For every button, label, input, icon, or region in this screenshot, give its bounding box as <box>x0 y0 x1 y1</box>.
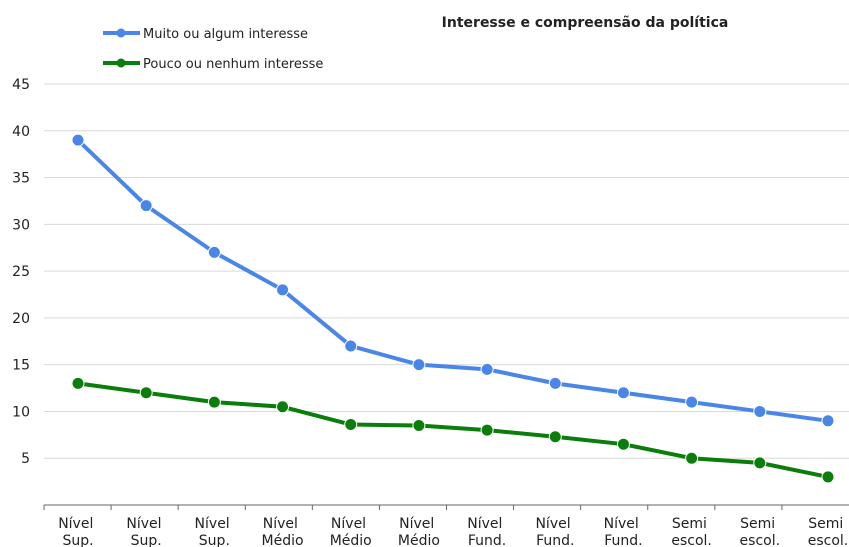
y-tick-label: 40 <box>12 124 30 140</box>
x-tick-label: Nível Médio <box>398 516 440 547</box>
point <box>685 395 699 409</box>
point <box>207 245 221 259</box>
point <box>821 414 835 428</box>
point <box>276 400 290 414</box>
x-tick-label: Nível Fund. <box>467 516 507 547</box>
legend-marker <box>116 28 126 38</box>
point <box>753 404 767 418</box>
point <box>616 437 630 451</box>
point <box>344 339 358 353</box>
series-line <box>76 138 829 423</box>
x-tick-label: Nível Sup. <box>195 516 235 547</box>
point <box>344 418 358 432</box>
point <box>821 470 835 484</box>
legend-label: Muito ou algum interesse <box>143 27 308 42</box>
x-tick-label: Nível Médio <box>330 516 372 547</box>
point <box>71 376 85 390</box>
x-tick-label: Semi escol. <box>740 516 781 547</box>
x-tick-label: Nível Sup. <box>126 516 166 547</box>
legend-label: Pouco ou nenhum interesse <box>143 57 323 72</box>
point <box>753 456 767 470</box>
y-tick-label: 15 <box>12 358 30 374</box>
y-tick-label: 20 <box>12 311 30 327</box>
x-tick-label: Nível Médio <box>262 516 304 547</box>
point <box>139 386 153 400</box>
point <box>548 430 562 444</box>
point <box>71 133 85 147</box>
chart-title: Interesse e compreensão da política <box>442 15 729 31</box>
x-tick-label: Semi escol. <box>808 516 849 547</box>
point <box>548 376 562 390</box>
point <box>412 358 426 372</box>
x-tick-label: Nível Fund. <box>535 516 575 547</box>
legend-marker <box>116 58 126 68</box>
x-tick-label: Nível Sup. <box>58 516 98 547</box>
point <box>207 395 221 409</box>
x-tick-label: Semi escol. <box>671 516 712 547</box>
point <box>480 362 494 376</box>
point <box>685 451 699 465</box>
series-line <box>77 381 829 479</box>
y-tick-label: 5 <box>21 451 30 467</box>
point <box>139 199 153 213</box>
y-tick-label: 45 <box>12 77 30 93</box>
x-tick-label: Nível Fund. <box>604 516 644 547</box>
y-tick-label: 30 <box>12 217 30 233</box>
point <box>276 283 290 297</box>
y-tick-label: 10 <box>12 404 30 420</box>
y-tick-label: 25 <box>12 264 30 280</box>
point <box>616 386 630 400</box>
y-tick-label: 35 <box>12 171 30 187</box>
point <box>412 418 426 432</box>
point <box>480 423 494 437</box>
